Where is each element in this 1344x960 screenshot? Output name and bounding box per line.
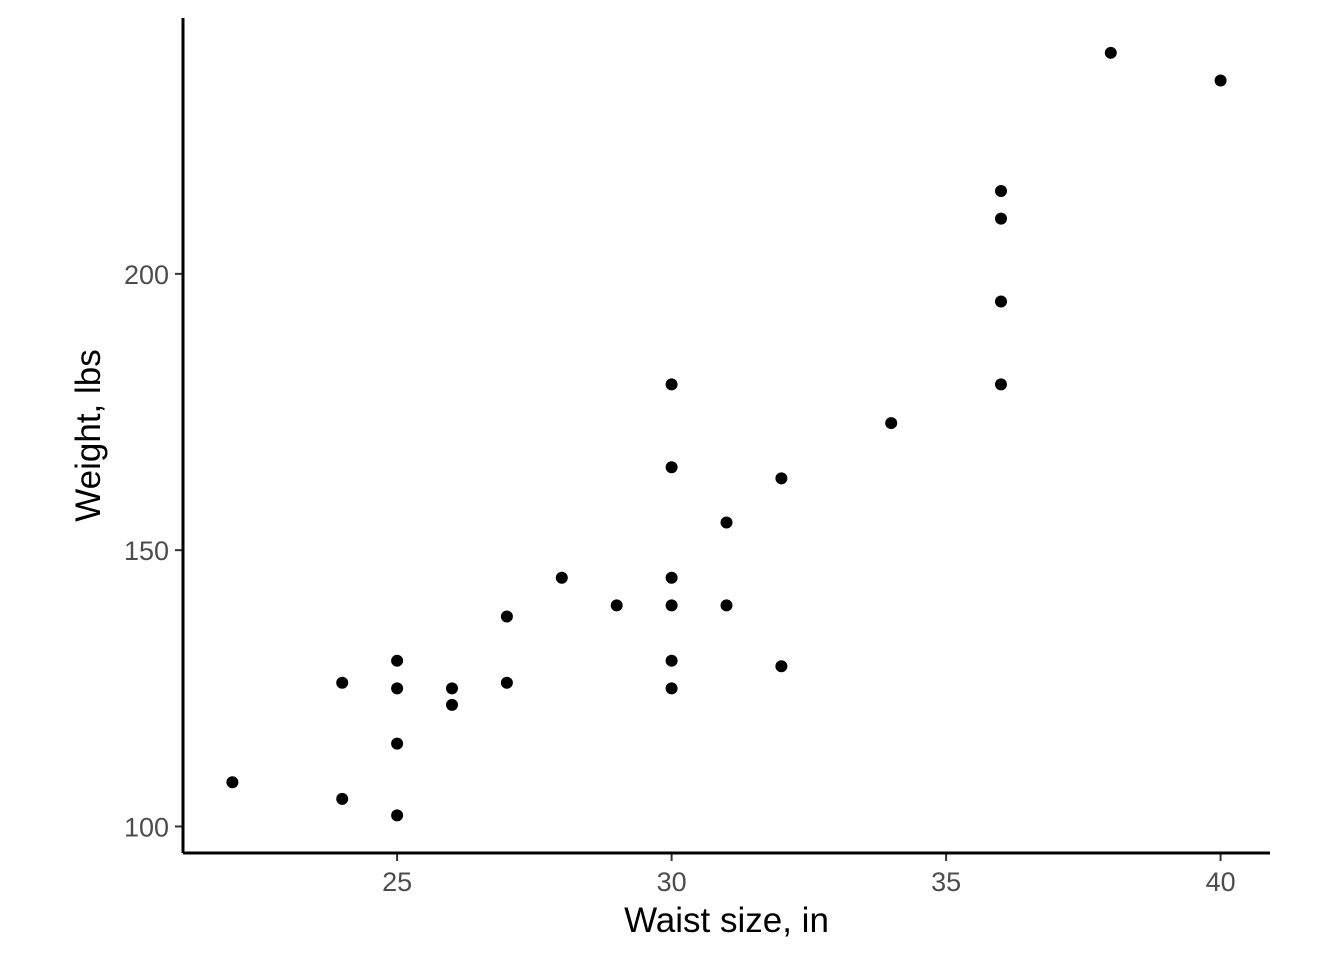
data-point xyxy=(446,682,459,695)
data-point xyxy=(994,378,1007,391)
data-point xyxy=(994,212,1007,225)
data-point xyxy=(885,417,898,430)
data-point xyxy=(391,682,404,695)
x-tick-label: 25 xyxy=(382,867,412,897)
data-point xyxy=(226,776,239,789)
data-point xyxy=(610,599,623,612)
data-point xyxy=(775,660,788,673)
data-point xyxy=(665,461,678,474)
data-point xyxy=(391,809,404,822)
data-point xyxy=(665,599,678,612)
data-point xyxy=(500,610,513,623)
data-point xyxy=(775,472,788,485)
data-point xyxy=(720,516,733,529)
data-point xyxy=(391,737,404,750)
x-tick-label: 40 xyxy=(1206,867,1236,897)
data-point xyxy=(446,698,459,711)
data-point xyxy=(391,654,404,667)
y-axis-title: Weight, lbs xyxy=(69,349,108,522)
data-point xyxy=(994,184,1007,197)
data-point xyxy=(336,792,349,805)
y-tick-label: 150 xyxy=(124,536,169,566)
data-point xyxy=(1214,74,1227,87)
data-point xyxy=(665,654,678,667)
data-point xyxy=(665,571,678,584)
data-point xyxy=(665,682,678,695)
y-tick-label: 100 xyxy=(124,812,169,842)
data-point xyxy=(1104,46,1117,59)
points-layer xyxy=(226,46,1227,822)
data-point xyxy=(720,599,733,612)
x-tick-label: 35 xyxy=(931,867,961,897)
ticks-layer: 25 30 35 40 100 150 200 xyxy=(124,260,1236,897)
data-point xyxy=(336,676,349,689)
data-point xyxy=(500,676,513,689)
y-tick-label: 200 xyxy=(124,260,169,290)
data-point xyxy=(665,378,678,391)
x-axis-title: Waist size, in xyxy=(624,901,829,940)
x-tick-label: 30 xyxy=(657,867,687,897)
data-point xyxy=(555,571,568,584)
data-point xyxy=(994,295,1007,308)
